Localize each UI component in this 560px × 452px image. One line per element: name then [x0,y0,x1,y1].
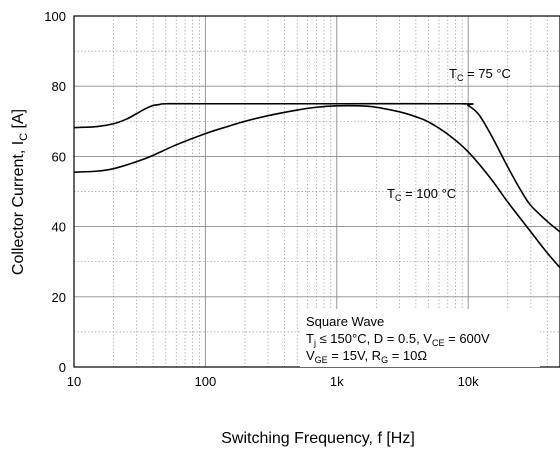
y-tick-label: 20 [52,290,66,305]
annotation-line-3-b: = 15V, R [328,348,381,363]
series-label-tc-100-sub: C [395,193,402,203]
series-label-tc-75-pre: T [449,66,457,81]
x-axis-title: Switching Frequency, f [Hz] [221,430,415,447]
annotation-line-3-c: = 10Ω [388,348,427,363]
x-tick-label: 100 [195,374,217,389]
tick-labels: 10 100 1k 10k 0 20 40 60 80 100 [44,9,479,389]
x-tick-label: 1k [330,374,344,389]
annotation-background [300,309,540,367]
series-label-tc-75-sub: C [457,73,464,83]
y-tick-label: 100 [44,9,66,24]
series-layer [73,102,560,269]
y-axis-title: Collector Current, IC [A] [10,109,30,275]
series-label-tc-75-post: = 75 °C [463,66,510,81]
series-label-tc-100-pre: T [387,186,395,201]
y-tick-label: 80 [52,79,66,94]
annotation-line-3-a: V [306,348,315,363]
series-line-tc-75 [73,102,560,233]
annotation-line-2-a: T [306,331,314,346]
y-axis-title-unit: [A] [10,109,27,133]
annotation-line-3-a-sub: GE [315,355,328,365]
y-tick-label: 40 [52,220,66,235]
annotation-line-1: Square Wave [306,314,384,329]
series-label-tc-75: TC = 75 °C [449,66,511,83]
annotation-line-2: Tj ≤ 150°C, D = 0.5, VCE = 600V [306,331,490,348]
conditions-annotation: Square Wave Tj ≤ 150°C, D = 0.5, VCE = 6… [306,314,490,365]
annotation-line-3: VGE = 15V, RG = 10Ω [306,348,427,365]
annotation-line-2-b: ≤ 150°C, D = 0.5, V [316,331,432,346]
annotation-line-3-b-sub: G [381,355,388,365]
annotation-line-2-c: = 600V [445,331,491,346]
y-axis-title-sub: C [18,133,30,141]
series-line-tc-100 [73,104,560,269]
x-tick-label: 10 [67,374,81,389]
series-label-tc-100-post: = 100 °C [401,186,456,201]
series-label-tc-100: TC = 100 °C [387,186,456,203]
y-tick-label: 0 [59,360,66,375]
y-tick-label: 60 [52,149,66,164]
y-axis-title-main: Collector Current, I [10,141,27,275]
x-tick-label: 10k [458,374,479,389]
annotation-line-2-a-sub: j [313,338,316,348]
annotation-line-2-b-sub: CE [432,338,445,348]
